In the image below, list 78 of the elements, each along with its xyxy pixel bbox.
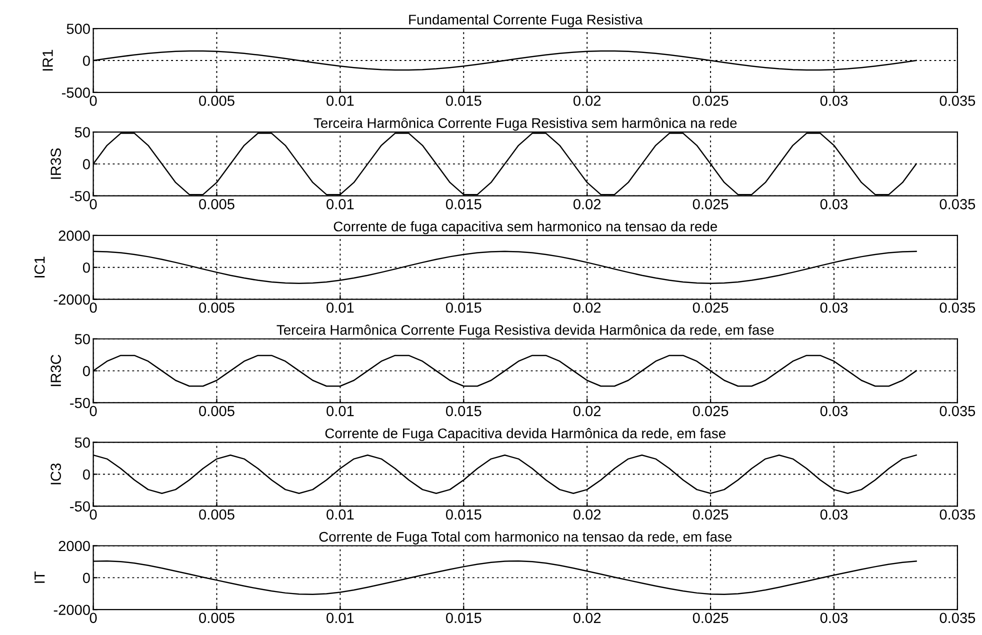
x-tick-label: 0.035 <box>940 302 976 313</box>
x-tick-label: 0.025 <box>692 612 728 624</box>
chart-title: Terceira Harmônica Corrente Fuga Resistiva sem harmônica na rede <box>314 118 737 131</box>
y-tick-label: 2000 <box>58 540 90 552</box>
x-tick-label: 0.035 <box>940 509 976 520</box>
x-tick-label: 0.025 <box>692 406 728 416</box>
y-axis-title: IR1 <box>42 50 53 70</box>
x-tick-label: 0.035 <box>940 96 976 106</box>
x-tick-label: 0.005 <box>199 406 234 416</box>
x-tick-label: 0.02 <box>573 509 601 520</box>
x-tick-label: 0.005 <box>199 199 234 210</box>
x-tick-label: 0.005 <box>199 509 234 520</box>
x-tick-label: 0 <box>90 612 97 624</box>
x-tick-label: 0.03 <box>820 509 848 520</box>
x-tick-label: 0.01 <box>326 612 354 624</box>
x-tick-label: 0.035 <box>940 612 976 624</box>
x-tick-label: 0.025 <box>692 509 728 520</box>
x-tick-label: 0.02 <box>573 96 601 106</box>
x-tick-label: 0.025 <box>692 199 728 210</box>
chart-title: Corrente de Fuga Capacitiva devida Harmônica da rede, em fase <box>325 428 726 442</box>
x-tick-label: 0.015 <box>446 509 482 520</box>
x-tick-label: 0.015 <box>446 96 482 106</box>
x-tick-label: 0.02 <box>573 612 601 624</box>
y-tick-label: 0 <box>82 262 90 273</box>
x-tick-label: 0.03 <box>820 406 848 416</box>
y-tick-label: -50 <box>70 501 90 512</box>
x-tick-label: 0 <box>90 96 97 106</box>
y-tick-label: 0 <box>82 56 90 66</box>
x-tick-label: 0.025 <box>692 96 728 106</box>
x-tick-label: 0.01 <box>326 199 354 210</box>
y-tick-label: 0 <box>82 366 90 376</box>
x-tick-label: 0.005 <box>199 612 234 624</box>
x-tick-label: 0 <box>90 199 97 210</box>
y-tick-label: 50 <box>74 437 90 448</box>
x-tick-label: 0.03 <box>820 302 848 313</box>
x-tick-label: 0.035 <box>940 406 976 416</box>
chart-title: Terceira Harmônica Corrente Fuga Resistiva devida Harmônica da rede, em fase <box>276 324 774 338</box>
x-tick-label: 0.015 <box>446 612 482 624</box>
x-tick-label: 0 <box>90 406 97 416</box>
x-tick-label: 0.015 <box>446 199 482 210</box>
y-tick-label: -50 <box>70 398 90 408</box>
x-tick-label: 0.01 <box>326 406 354 416</box>
x-tick-label: 0.02 <box>573 406 601 416</box>
x-tick-label: 0.03 <box>820 199 848 210</box>
x-tick-label: 0.005 <box>199 302 234 313</box>
y-tick-label: -500 <box>62 88 90 98</box>
y-axis-title: IC1 <box>34 256 45 278</box>
y-tick-label: 500 <box>66 24 90 34</box>
x-tick-label: 0.005 <box>199 96 234 106</box>
chart-title: Corrente de Fuga Total com harmonico na tensao da rede, em fase <box>319 532 732 544</box>
x-tick-label: 0.01 <box>326 302 354 313</box>
x-tick-label: 0.02 <box>573 302 601 313</box>
y-tick-label: 50 <box>74 127 90 138</box>
y-axis-title: IT <box>34 572 45 583</box>
y-axis-title: IR3S <box>50 148 61 179</box>
y-tick-label: 0 <box>82 159 90 170</box>
y-tick-label: 0 <box>82 572 90 584</box>
x-tick-label: 0 <box>90 509 97 520</box>
x-tick-label: 0.025 <box>692 302 728 313</box>
y-tick-label: -50 <box>70 190 90 202</box>
y-tick-label: 0 <box>82 469 90 480</box>
x-tick-label: 0.015 <box>446 302 482 313</box>
x-tick-label: 0.03 <box>820 96 848 106</box>
x-tick-label: 0.01 <box>326 96 354 106</box>
y-tick-label: -2000 <box>54 604 90 616</box>
x-tick-label: 0.03 <box>820 612 848 624</box>
y-axis-title: IC3 <box>50 464 61 484</box>
x-tick-label: 0.02 <box>573 199 601 210</box>
x-tick-label: 0 <box>90 302 97 313</box>
y-tick-label: 50 <box>74 334 90 344</box>
y-axis-title: IR3C <box>50 354 61 386</box>
x-tick-label: 0.01 <box>326 509 354 520</box>
chart-title: Corrente de fuga capacitiva sem harmonico na tensao da rede <box>334 221 718 234</box>
y-tick-label: -2000 <box>54 294 90 305</box>
x-tick-label: 0.015 <box>446 406 482 416</box>
y-tick-label: 2000 <box>58 230 90 241</box>
x-tick-label: 0.035 <box>940 199 976 210</box>
chart-title: Fundamental Corrente Fuga Resistiva <box>409 14 643 28</box>
